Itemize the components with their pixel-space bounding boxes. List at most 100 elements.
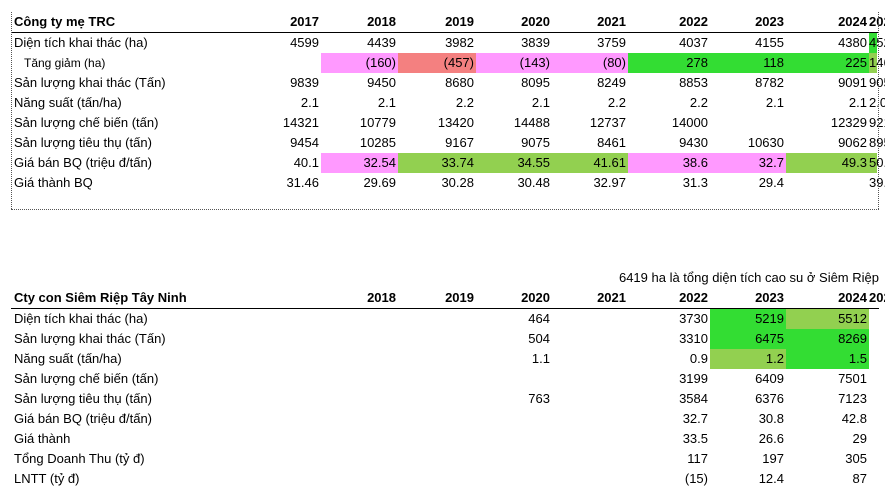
table-cell: 8269	[786, 329, 869, 349]
table-cell: 2.2	[455, 95, 474, 110]
table-cell: 6409	[755, 371, 784, 386]
table-cell: 29.69	[363, 175, 396, 190]
table-cell: 9219	[869, 115, 885, 130]
table-cell: 118	[710, 53, 786, 73]
table2-year-2022: 2022	[679, 290, 708, 305]
table-cell: 278	[628, 53, 710, 73]
table2-year-2020: 2020	[521, 290, 550, 305]
table-cell: 31.3	[682, 175, 708, 190]
table1-year-2023: 2023	[755, 14, 784, 29]
table-cell: 8853	[679, 75, 708, 90]
table-cell: 34.55	[476, 153, 552, 173]
table-cell: 9839	[290, 75, 319, 90]
table1-year-2021: 2021	[597, 14, 626, 29]
table-cell: 29	[852, 431, 867, 446]
table-row: Sản lượng tiêu thụ (tấn) 9454 10285 9167 907…	[11, 133, 885, 153]
table-cell: 2.2	[689, 95, 708, 110]
row-label: Diện tích khai thác (ha)	[14, 35, 148, 50]
table1-year-2019: 2019	[445, 14, 474, 29]
table-cell: 3310	[679, 331, 708, 346]
table-cell: 3839	[521, 35, 550, 50]
table2-header-row: Cty con Siêm Riệp Tây Ninh 2018 2019 2020 20…	[11, 288, 885, 308]
parent-company-table: Công ty mẹ TRC 2017 2018 2019 2020 2021 2022 20…	[11, 12, 885, 210]
table-cell: 32.54	[321, 153, 398, 173]
table-cell: 30.8	[758, 411, 784, 426]
table-cell: 50.4	[869, 153, 885, 173]
table-row: LNTT (tỷ đ) (15) 12.4 87	[11, 469, 879, 489]
table-cell: 9091	[838, 75, 867, 90]
table1-header-rule	[11, 32, 879, 33]
row-label: Giá bán BQ (triệu đ/tấn)	[14, 155, 153, 170]
row-label: Sản lượng chế biến (tấn)	[14, 371, 159, 386]
table-cell: 2.1	[531, 95, 550, 110]
table1-year-2025: 2025	[869, 14, 885, 29]
table-row: Giá bán BQ (triệu đ/tấn) 32.7 30.8 42.8	[11, 409, 879, 429]
table-cell: (143)	[476, 53, 552, 73]
row-label: Giá bán BQ (triệu đ/tấn)	[14, 411, 153, 426]
table-cell: 12329	[830, 115, 867, 130]
table-cell: 6376	[755, 391, 784, 406]
table-cell: 4599	[290, 35, 319, 50]
table-cell: 6475	[710, 329, 786, 349]
table-row: Năng suất (tấn/ha) 1.1 0.9 1.2 1.5	[11, 349, 879, 369]
table-cell: 5512	[786, 309, 869, 329]
table-row: Năng suất (tấn/ha) 2.1 2.1 2.2 2.1 2.2 2.2 2.1 2…	[11, 93, 885, 113]
table-cell: 2.1	[848, 95, 867, 110]
table-row: Diện tích khai thác (ha) 464 3730 5219 5512	[11, 309, 879, 329]
table-cell: 8249	[597, 75, 626, 90]
table-cell: 12737	[589, 115, 626, 130]
table-row: Sản lượng chế biến (tấn) 3199 6409 7501	[11, 369, 879, 389]
table-cell: 9450	[367, 75, 396, 90]
table-cell: 4526	[869, 33, 885, 53]
table-cell: 2.1	[765, 95, 784, 110]
row-label: Tổng Doanh Thu (tỷ đ)	[14, 451, 145, 466]
table-cell: 14321	[282, 115, 319, 130]
row-label: Giá thành	[14, 431, 71, 446]
table-cell: 14000	[671, 115, 708, 130]
table2-year-2023: 2023	[755, 290, 784, 305]
table-row: Diện tích khai thác (ha) 4599 4439 3982 3839…	[11, 33, 885, 53]
table-cell: 42.8	[841, 411, 867, 426]
table-cell: 464	[528, 311, 550, 326]
table-cell: 31.46	[286, 175, 319, 190]
table-row: Giá thành BQ 31.46 29.69 30.28 30.48 32.97 31.…	[11, 173, 885, 193]
table-cell: 4439	[367, 35, 396, 50]
table-row: Tổng Doanh Thu (tỷ đ) 117 197 305	[11, 449, 879, 469]
table-cell: 3584	[679, 391, 708, 406]
table-cell: 8782	[755, 75, 784, 90]
table-cell: 9167	[445, 135, 474, 150]
table-cell: 26.6	[758, 431, 784, 446]
table-cell: 1.2	[710, 349, 786, 369]
table-cell: 4155	[755, 35, 784, 50]
table2-year-2025: 2025	[869, 290, 885, 305]
table-cell: 9454	[290, 135, 319, 150]
table-cell: 7501	[838, 371, 867, 386]
table-cell: 41.61	[552, 153, 628, 173]
table-cell: 8095	[521, 75, 550, 90]
table-row: Tăng giảm (ha) (160) (457) (143) (80) 278 118 2…	[11, 53, 885, 73]
row-label: Năng suất (tấn/ha)	[14, 95, 122, 110]
table-cell: 8958	[869, 135, 885, 150]
table-cell: 146	[869, 53, 885, 73]
table-cell: 305	[845, 451, 867, 466]
table-cell: 3199	[679, 371, 708, 386]
table-row: Giá thành 33.5 26.6 29	[11, 429, 879, 449]
subsidiary-table: Cty con Siêm Riệp Tây Ninh 2018 2019 2020 20…	[11, 288, 885, 494]
table-row: Sản lượng tiêu thụ (tấn) 763 3584 6376 7123	[11, 389, 879, 409]
table2-year-2018: 2018	[367, 290, 396, 305]
table-cell: 32.7	[682, 411, 708, 426]
table2-year-2024: 2024	[838, 290, 867, 305]
table-cell: 32.97	[593, 175, 626, 190]
table2-header-rule	[11, 308, 879, 309]
table-cell: 504	[528, 331, 550, 346]
row-label: Sản lượng tiêu thụ (tấn)	[14, 391, 152, 406]
table-cell: 3730	[679, 311, 708, 326]
table-cell: 39.1	[869, 175, 885, 190]
table1-year-2020: 2020	[521, 14, 550, 29]
table-cell: 33.74	[398, 153, 476, 173]
table-cell: 49.3	[786, 153, 869, 173]
table-cell: 40.1	[293, 155, 319, 170]
siem-reap-area-note: 6419 ha là tổng diện tích cao su ở Siêm …	[618, 270, 879, 285]
table-cell: 8680	[445, 75, 474, 90]
row-label: Sản lượng tiêu thụ (tấn)	[14, 135, 152, 150]
